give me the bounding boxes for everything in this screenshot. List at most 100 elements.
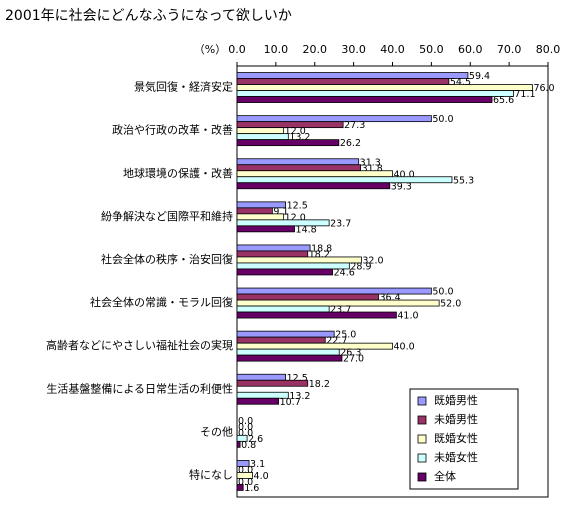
value-label: 40.0 [394,169,415,180]
bar [236,78,450,85]
bar [236,299,440,307]
value-label: 0.8 [241,440,256,451]
bar [236,440,241,448]
value-label: 32.0 [362,255,383,266]
value-label: 0.0 [238,477,253,488]
value-label: 76.0 [533,83,554,94]
category-label: 生活基盤整備による日常生活の利便性 [46,381,233,395]
bar [236,311,397,319]
bar [236,354,343,362]
bar [236,268,334,276]
x-tick-label: 0.0 [228,43,246,56]
value-label: 1.6 [244,483,259,494]
x-tick-label: 70.0 [497,43,522,56]
x-tick-label: 30.0 [341,43,366,56]
bar [236,176,453,184]
value-label: 55.3 [453,175,474,186]
value-label: 71.1 [514,89,535,100]
bar [236,133,289,141]
value-label: 0.0 [238,416,253,427]
value-label: 26.2 [340,138,361,149]
value-label: 12.0 [285,212,306,223]
bar [236,115,432,123]
value-label: 12.0 [285,126,306,137]
bar [236,330,335,338]
value-label: 41.0 [397,311,418,322]
value-label: 18.2 [309,379,330,390]
value-label: 18.8 [311,243,332,254]
bar [236,213,285,221]
legend-label: 未婚女性 [434,450,478,464]
bar [236,397,279,405]
legend-box [409,388,519,490]
value-label: 18.2 [309,249,330,260]
bar [236,90,514,97]
legend-label: 既婚女性 [434,431,478,445]
category-label: 特になし [189,467,233,481]
value-label: 13.2 [289,391,310,402]
x-tick-label: 80.0 [536,43,561,56]
bar [236,127,285,135]
chart-title: 2001年に社会にどんなふうになって欲しいか [5,8,292,24]
value-label: 59.4 [469,71,490,82]
bar [236,164,362,172]
bar [236,373,286,381]
legend-label: 未婚男性 [434,412,478,426]
bar [236,158,360,166]
value-label: 26.3 [340,348,361,359]
value-label: 40.0 [394,342,415,353]
bar [236,434,248,442]
category-label: その他 [200,425,233,438]
bar [236,72,469,79]
category-label: 社会全体の秩序・治安回復 [101,252,233,266]
bar [236,121,344,129]
x-tick-label: 20.0 [303,43,328,56]
x-tick-label: 50.0 [419,43,444,56]
value-label: 28.9 [350,261,371,272]
value-label: 13.2 [289,132,310,143]
value-label: 23.7 [330,305,351,316]
bar [236,96,493,103]
value-label: 10.7 [280,397,301,408]
value-label: 31.3 [360,157,381,168]
value-label: 23.7 [330,218,351,229]
value-label: 0.0 [238,465,253,476]
bar [236,293,379,301]
bar [236,182,391,190]
category-label: 政治や行政の改革・改善 [112,123,233,137]
value-label: 0.0 [238,428,253,439]
bar [236,484,244,491]
bar [236,256,362,264]
category-label: 地球環境の保護・改善 [123,166,233,180]
value-label: 52.0 [440,299,461,310]
category-label: 高齢者などにやさしい福祉社会の実現 [46,338,233,352]
value-label: 50.0 [432,114,453,125]
value-label: 27.0 [343,354,364,365]
value-label: 9.1 [273,206,288,217]
bar [236,84,533,91]
value-label: 24.6 [334,267,355,278]
bar [236,225,295,233]
bar [236,336,326,344]
bar [236,244,311,252]
value-label: 3.1 [250,459,265,470]
value-label: 39.3 [391,181,412,192]
bar [236,348,340,356]
bar [236,342,393,350]
x-axis-label: （%） [194,43,226,56]
legend-swatch [417,396,427,406]
value-label: 54.5 [450,77,471,88]
category-label: 社会全体の常識・モラル回復 [90,295,233,309]
bar [236,262,350,270]
bar [236,139,340,147]
legend-label: 既婚男性 [434,393,478,407]
bar [236,472,253,479]
legend-swatch [417,434,427,444]
value-label: 50.0 [432,287,453,298]
value-label: 0.0 [238,422,253,433]
value-label: 12.5 [287,200,308,211]
legend-label: 全体 [434,469,456,483]
legend-swatch [417,472,427,482]
value-label: 27.3 [344,120,365,131]
